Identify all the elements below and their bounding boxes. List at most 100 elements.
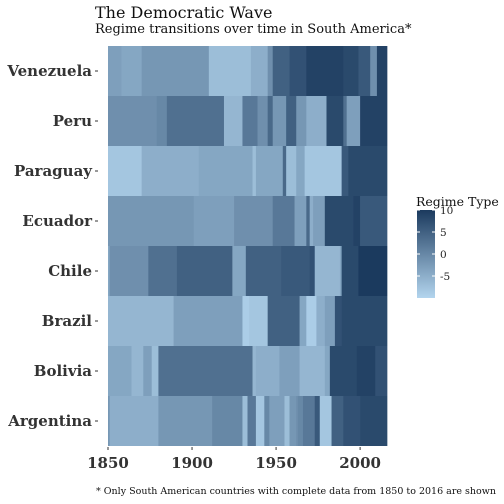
cell-chile [108,246,111,296]
cell-argentina [360,396,388,446]
y-tick-label: Bolivia [34,362,92,380]
cell-chile [148,246,178,296]
x-axis: 1850 1900 1950 2000 [87,447,381,472]
cell-ecuador [360,196,388,246]
y-tick-label: Brazil [42,312,93,330]
cell-paraguay [341,146,349,196]
cell-venezuela [121,46,142,96]
cell-argentina [343,396,361,446]
legend-tick-label: 0 [440,249,447,261]
cell-peru [223,96,243,146]
cell-paraguay [304,146,342,196]
cell-brazil [267,296,300,346]
cell-brazil [334,296,342,346]
x-tick-label: 1950 [255,454,297,472]
y-axis: Argentina Bolivia Brazil Chile Ecuador Paragu… [6,62,98,430]
cell-ecuador [313,196,326,246]
cell-bolivia [131,346,144,396]
cell-argentina [296,396,299,446]
cell-argentina [302,396,316,446]
cell-bolivia [356,346,376,396]
cell-peru [166,96,225,146]
cell-venezuela [141,46,210,96]
cell-peru [156,96,168,146]
cell-bolivia [375,346,388,396]
cell-paraguay [141,146,200,196]
cell-venezuela [272,46,290,96]
cell-argentina [109,396,159,446]
cell-bolivia [252,346,257,396]
cell-argentina [255,396,265,446]
cell-peru [108,96,158,146]
cell-bolivia [143,346,153,396]
cell-venezuela [267,46,274,96]
cell-paraguay [198,146,253,196]
cell-brazil [306,296,317,346]
cell-peru [257,96,269,146]
cell-brazil [299,296,307,346]
cell-chile [341,246,359,296]
cell-argentina [314,396,321,446]
y-tick-label: Argentina [7,412,92,430]
cell-paraguay [348,146,388,196]
cell-ecuador [294,196,307,246]
cell-chile [281,246,311,296]
cell-chile [358,246,388,296]
cell-chile [314,246,341,296]
cell-chile [232,246,247,296]
cell-peru [360,96,388,146]
cell-brazil [242,296,250,346]
cell-argentina [289,396,297,446]
x-tick-label: 1850 [87,454,129,472]
x-tick-label: 2000 [339,454,381,472]
cell-venezuela [376,46,388,96]
cell-ecuador [309,196,314,246]
cell-argentina [158,396,213,446]
cell-bolivia [255,346,280,396]
cell-argentina [212,396,243,446]
cell-chile [339,246,342,296]
cell-peru [346,96,361,146]
cell-argentina [247,396,257,446]
cell-ecuador [234,196,274,246]
cell-venezuela [343,46,359,96]
cell-ecuador [324,196,354,246]
cell-brazil [324,296,336,346]
cell-peru [306,96,327,146]
cell-venezuela [370,46,378,96]
cell-bolivia [158,346,253,396]
cell-peru [286,96,297,146]
cell-argentina [242,396,248,446]
cell-ecuador [353,196,361,246]
cell-argentina [319,396,332,446]
cell-chile [309,246,316,296]
cell-venezuela [108,46,122,96]
chart-caption: * Only South American countries with com… [96,486,496,497]
legend-tick-label: 5 [440,227,447,239]
cell-peru [267,96,274,146]
cell-brazil [249,296,269,346]
cell-argentina [108,396,111,446]
cell-peru [242,96,258,146]
cell-bolivia [324,346,331,396]
cell-bolivia [108,346,132,396]
cell-venezuela [306,46,344,96]
cell-brazil [316,296,326,346]
cell-ecuador [193,196,235,246]
cell-venezuela [358,46,371,96]
cell-chile [109,246,149,296]
y-tick-label: Ecuador [22,212,93,230]
legend-tick-label: -5 [440,271,450,283]
legend-colorbar [417,210,435,298]
cell-peru [343,96,348,146]
cell-paraguay [252,146,257,196]
cell-bolivia [299,346,309,396]
cell-venezuela [289,46,307,96]
cell-ecuador [108,196,195,246]
x-tick-label: 1900 [171,454,213,472]
cell-ecuador [306,196,311,246]
cell-bolivia [151,346,159,396]
cell-brazil [173,296,243,346]
cell-argentina [297,396,304,446]
